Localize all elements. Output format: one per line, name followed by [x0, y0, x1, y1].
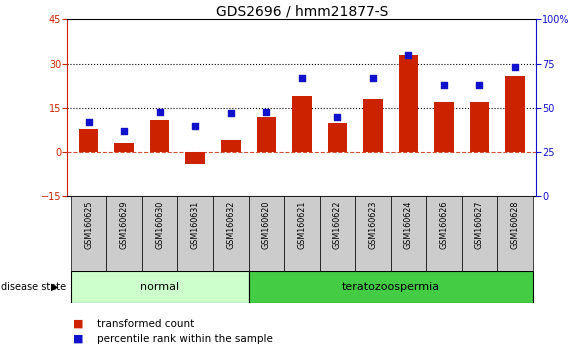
Bar: [186, 152, 205, 164]
Point: [190, 123, 200, 129]
Text: GSM160620: GSM160620: [262, 201, 271, 249]
Point: [226, 110, 236, 116]
Point: [475, 82, 484, 88]
Point: [297, 75, 306, 81]
Text: percentile rank within the sample: percentile rank within the sample: [97, 334, 272, 344]
Bar: [469, 102, 489, 152]
Text: disease state: disease state: [1, 282, 66, 292]
Point: [120, 128, 129, 134]
Bar: [142, 196, 178, 271]
Text: ▶: ▶: [51, 282, 58, 292]
Bar: [71, 196, 107, 271]
Bar: [497, 196, 533, 271]
Bar: [363, 99, 383, 152]
Bar: [257, 117, 276, 152]
Bar: [398, 55, 418, 152]
Bar: [213, 196, 248, 271]
Point: [155, 109, 165, 114]
Text: GSM160630: GSM160630: [155, 201, 164, 249]
Bar: [319, 196, 355, 271]
Bar: [391, 196, 426, 271]
Point: [510, 64, 520, 70]
Text: transformed count: transformed count: [97, 319, 194, 329]
Bar: [221, 141, 240, 152]
Point: [404, 52, 413, 58]
Point: [439, 82, 448, 88]
Bar: [462, 196, 497, 271]
Text: GSM160622: GSM160622: [333, 201, 342, 250]
Text: teratozoospermia: teratozoospermia: [342, 282, 440, 292]
Text: ■: ■: [73, 334, 84, 344]
Text: GSM160627: GSM160627: [475, 201, 484, 250]
Text: GSM160621: GSM160621: [297, 201, 306, 249]
Bar: [284, 196, 319, 271]
Bar: [71, 271, 248, 303]
Text: GSM160629: GSM160629: [120, 201, 129, 250]
Bar: [434, 102, 454, 152]
Text: GSM160628: GSM160628: [510, 201, 519, 249]
Bar: [355, 196, 391, 271]
Point: [261, 109, 271, 114]
Bar: [79, 129, 98, 152]
Point: [84, 119, 93, 125]
Bar: [505, 75, 524, 152]
Text: ■: ■: [73, 319, 84, 329]
Bar: [114, 143, 134, 152]
Bar: [178, 196, 213, 271]
Bar: [292, 96, 312, 152]
Bar: [328, 123, 347, 152]
Text: GSM160625: GSM160625: [84, 201, 93, 250]
Text: GSM160626: GSM160626: [440, 201, 448, 249]
Text: GSM160631: GSM160631: [191, 201, 200, 249]
Text: GSM160623: GSM160623: [369, 201, 377, 249]
Bar: [426, 196, 462, 271]
Text: normal: normal: [140, 282, 179, 292]
Point: [333, 114, 342, 120]
Text: GSM160624: GSM160624: [404, 201, 413, 249]
Bar: [107, 196, 142, 271]
Bar: [248, 196, 284, 271]
Point: [368, 75, 377, 81]
Title: GDS2696 / hmm21877-S: GDS2696 / hmm21877-S: [216, 4, 388, 18]
Bar: [150, 120, 169, 152]
Text: GSM160632: GSM160632: [226, 201, 235, 249]
Bar: [248, 271, 533, 303]
